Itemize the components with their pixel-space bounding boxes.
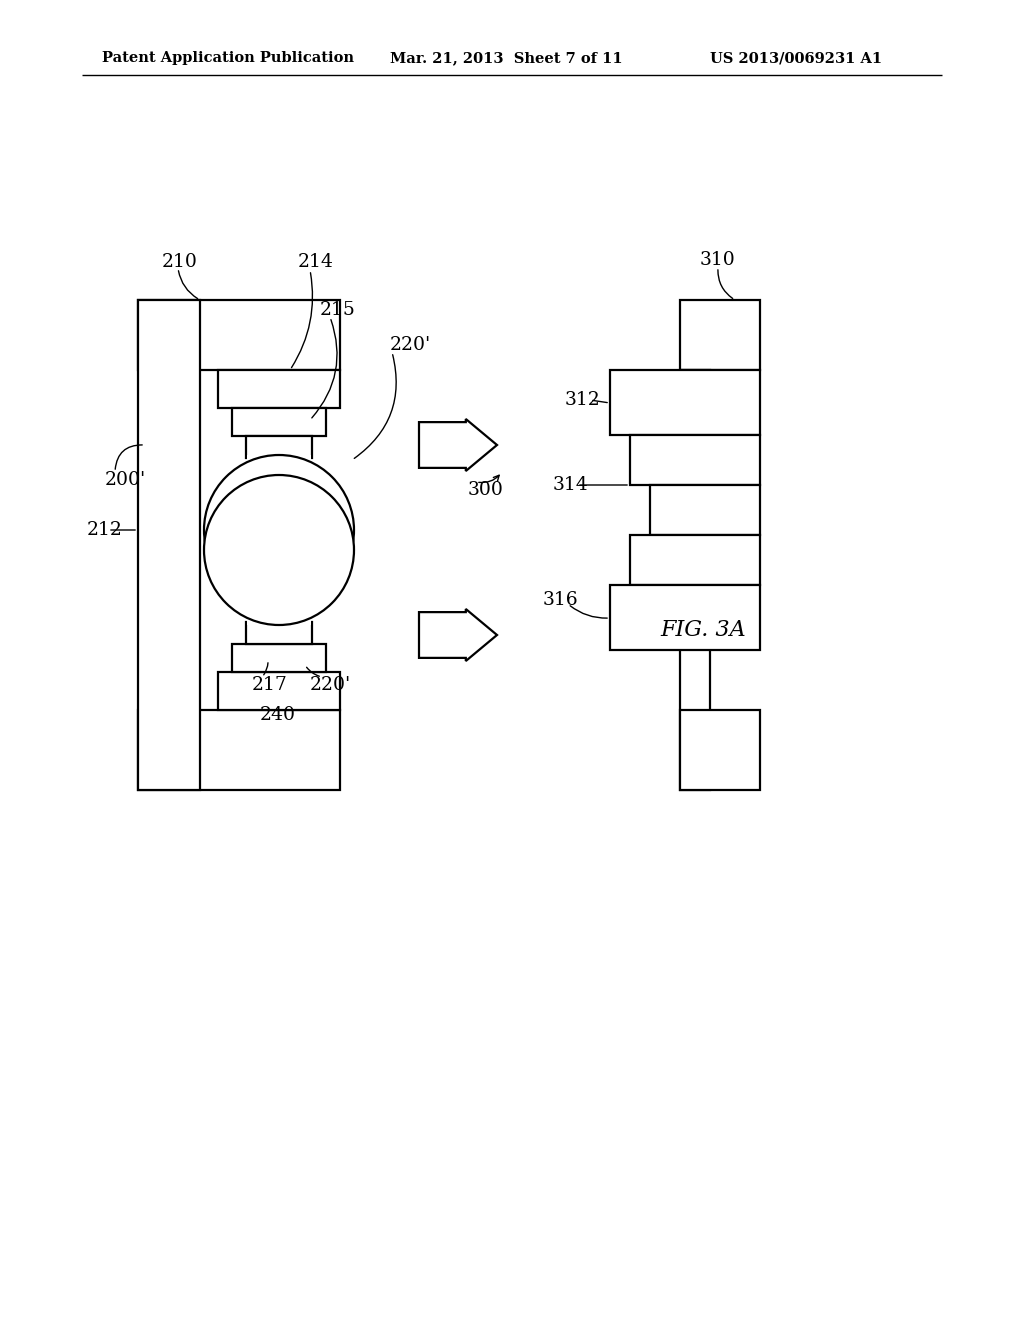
Bar bbox=[630, 535, 760, 585]
Text: 240: 240 bbox=[260, 706, 296, 723]
Text: Mar. 21, 2013  Sheet 7 of 11: Mar. 21, 2013 Sheet 7 of 11 bbox=[390, 51, 623, 65]
Text: 220': 220' bbox=[390, 337, 431, 354]
Text: 210: 210 bbox=[162, 253, 198, 271]
Text: 300: 300 bbox=[468, 480, 504, 499]
Bar bbox=[232, 644, 326, 672]
Bar bbox=[232, 408, 326, 436]
Polygon shape bbox=[419, 418, 497, 471]
Bar bbox=[247, 616, 311, 624]
Text: 314: 314 bbox=[553, 477, 589, 494]
Bar bbox=[610, 370, 760, 436]
Bar bbox=[680, 370, 710, 789]
Bar bbox=[247, 455, 311, 463]
Bar bbox=[138, 300, 340, 370]
Bar bbox=[138, 300, 200, 789]
Text: 217: 217 bbox=[252, 676, 288, 694]
Polygon shape bbox=[419, 609, 497, 661]
Bar bbox=[680, 300, 760, 370]
Text: 310: 310 bbox=[700, 251, 736, 269]
Bar bbox=[610, 585, 760, 649]
Text: 214: 214 bbox=[298, 253, 334, 271]
Text: 215: 215 bbox=[319, 301, 356, 319]
Bar bbox=[650, 484, 760, 535]
Bar bbox=[680, 710, 760, 789]
Text: 312: 312 bbox=[565, 391, 601, 409]
Bar bbox=[218, 672, 340, 710]
Text: 212: 212 bbox=[87, 521, 123, 539]
Text: 200': 200' bbox=[105, 471, 146, 488]
Bar bbox=[246, 622, 312, 644]
Bar bbox=[138, 710, 340, 789]
Text: 316: 316 bbox=[543, 591, 579, 609]
Bar bbox=[246, 436, 312, 458]
Bar bbox=[218, 370, 340, 408]
Text: US 2013/0069231 A1: US 2013/0069231 A1 bbox=[710, 51, 882, 65]
Bar bbox=[630, 436, 760, 484]
Text: Patent Application Publication: Patent Application Publication bbox=[102, 51, 354, 65]
Text: FIG. 3A: FIG. 3A bbox=[660, 619, 745, 642]
Circle shape bbox=[204, 455, 354, 605]
Circle shape bbox=[204, 475, 354, 624]
Text: 220': 220' bbox=[310, 676, 351, 694]
